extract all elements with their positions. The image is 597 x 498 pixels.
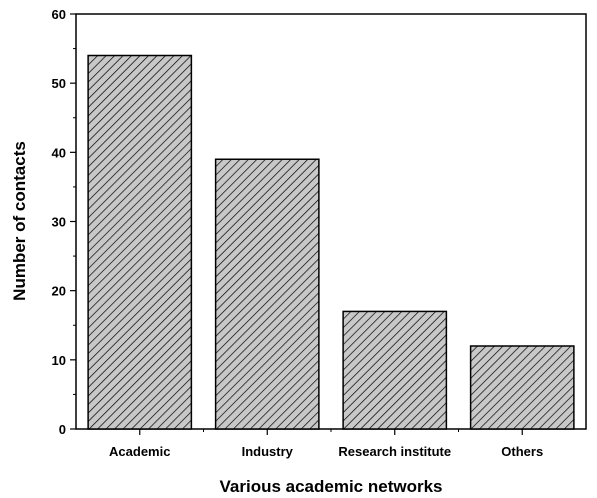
x-tick-label: Academic xyxy=(109,444,170,459)
y-axis-ticks: 0 10 20 30 40 50 60 xyxy=(52,7,76,437)
bar-industry xyxy=(216,159,319,429)
bar-research-institute xyxy=(343,311,446,429)
y-tick-label: 50 xyxy=(52,76,66,91)
x-tick-label: Industry xyxy=(242,444,294,459)
bar-others xyxy=(471,346,574,429)
x-tick-label: Research institute xyxy=(338,444,451,459)
x-axis-ticks: Academic Industry Research institute Others xyxy=(109,429,543,459)
bar-academic xyxy=(88,56,191,430)
y-axis-title: Number of contacts xyxy=(10,141,29,301)
y-tick-label: 0 xyxy=(59,422,66,437)
y-tick-label: 30 xyxy=(52,215,66,230)
y-tick-label: 60 xyxy=(52,7,66,22)
bars-group xyxy=(88,56,574,430)
y-tick-label: 10 xyxy=(52,353,66,368)
x-tick-label: Others xyxy=(501,444,543,459)
y-tick-label: 20 xyxy=(52,284,66,299)
x-axis-title: Various academic networks xyxy=(220,477,443,496)
y-tick-label: 40 xyxy=(52,145,66,160)
